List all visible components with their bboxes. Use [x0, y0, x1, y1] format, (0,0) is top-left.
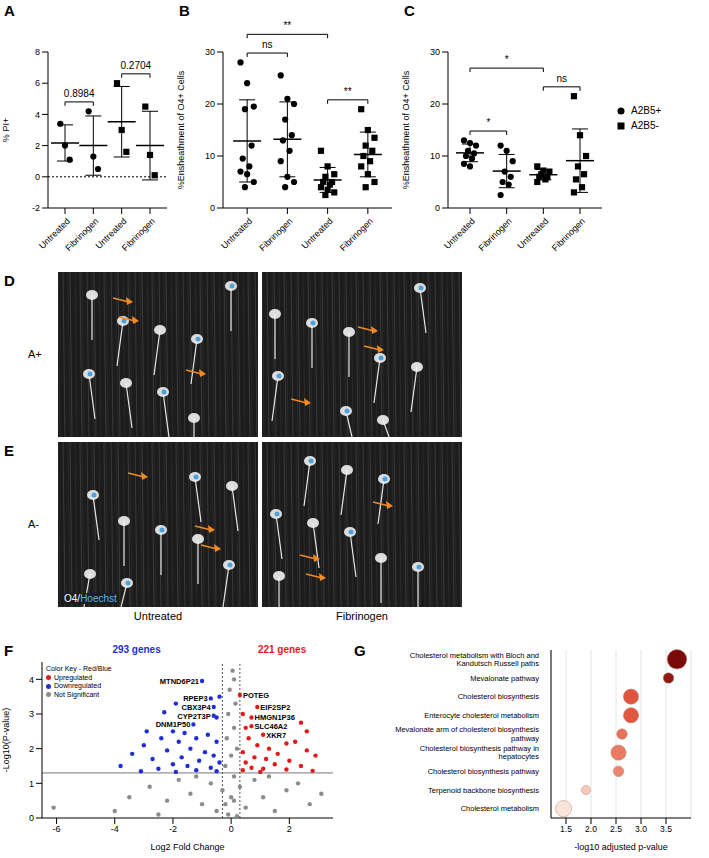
html-text:O4/ Hoechst: O4/ Hoechst	[64, 593, 117, 604]
svg-text:10: 10	[430, 151, 440, 161]
html-text:B: B	[179, 2, 190, 19]
svg-text:Enterocyte cholesterol metabol: Enterocyte cholesterol metabolism	[424, 711, 539, 720]
html-text:Upregulated: Upregulated	[54, 673, 93, 681]
svg-text:Mevalonate arm of cholesterol: Mevalonate arm of cholesterol biosynthes…	[395, 725, 539, 743]
html-text:D: D	[4, 272, 15, 289]
svg-text:DNM1P50: DNM1P50	[156, 720, 191, 729]
svg-text:Cholesterol metabolism with Bl: Cholesterol metabolism with Bloch andKan…	[410, 651, 539, 669]
html-text:Not Significant: Not Significant	[54, 690, 100, 698]
html-text:Color Key - Red/Blue: Color Key - Red/Blue	[46, 665, 112, 672]
html-text:A2B5+: A2B5+	[631, 105, 662, 116]
svg-text:% PI+: % PI+	[1, 118, 11, 142]
svg-text:Cholesterol biosynthesis pathw: Cholesterol biosynthesis pathway inhepat…	[420, 744, 539, 762]
svg-text:%Ensheathment of O4+ Cells: %Ensheathment of O4+ Cells	[401, 70, 411, 189]
svg-text:6: 6	[35, 78, 40, 88]
html-text:A-: A-	[28, 517, 39, 530]
svg-text:Fibrinogen: Fibrinogen	[338, 216, 375, 253]
svg-text:2: 2	[35, 141, 40, 151]
svg-text:XKR7: XKR7	[266, 731, 286, 740]
svg-text:-Log10(P-value): -Log10(P-value)	[1, 708, 11, 773]
svg-text:0: 0	[35, 172, 40, 182]
svg-text:0: 0	[229, 824, 234, 834]
svg-text:30: 30	[430, 47, 440, 57]
svg-text:30: 30	[205, 47, 215, 57]
svg-text:3.5: 3.5	[660, 824, 672, 834]
svg-text:10: 10	[205, 151, 215, 161]
svg-text:ns: ns	[262, 39, 273, 50]
svg-text:-2: -2	[32, 203, 40, 213]
svg-text:Cholesterol biosynthesis pathw: Cholesterol biosynthesis pathway	[428, 767, 540, 776]
svg-text:Log2 Fold Change: Log2 Fold Change	[150, 842, 224, 852]
svg-text:20: 20	[430, 99, 440, 109]
svg-text:1.5: 1.5	[560, 824, 572, 834]
svg-text:%Ensheathment of O4+ Cells: %Ensheathment of O4+ Cells	[176, 70, 186, 189]
svg-text:Untreated: Untreated	[442, 216, 477, 251]
svg-text:Mevalonate pathway: Mevalonate pathway	[470, 674, 539, 683]
svg-text:Cholesterol metabolism: Cholesterol metabolism	[461, 804, 539, 813]
svg-text:0.2704: 0.2704	[121, 60, 152, 71]
html-text:E: E	[4, 442, 14, 459]
html-text:293 genes: 293 genes	[112, 644, 161, 655]
svg-text:0: 0	[210, 203, 215, 213]
svg-text:Fibrinogen: Fibrinogen	[257, 216, 294, 253]
svg-text:-4: -4	[111, 824, 119, 834]
svg-text:SLC46A2: SLC46A2	[255, 722, 288, 731]
svg-text:MTND6P21: MTND6P21	[160, 677, 199, 686]
svg-text:CBX3P4: CBX3P4	[182, 703, 212, 712]
html-text:A+: A+	[28, 347, 42, 360]
html-text:C: C	[404, 2, 415, 19]
svg-text:*: *	[505, 54, 509, 65]
html-text:A: A	[4, 2, 15, 19]
svg-text:0: 0	[435, 203, 440, 213]
svg-text:ns: ns	[556, 73, 567, 84]
svg-text:**: **	[344, 86, 352, 97]
html-text:Downregulated: Downregulated	[54, 682, 102, 689]
svg-text:8: 8	[35, 47, 40, 57]
html-text:A2B5-: A2B5-	[631, 120, 659, 131]
svg-text:Fibrinogen: Fibrinogen	[477, 216, 514, 253]
svg-text:3: 3	[29, 709, 34, 719]
svg-text:Untreated: Untreated	[515, 216, 550, 251]
svg-text:Terpenoid backbone biosynthesi: Terpenoid backbone biosynthesis	[428, 786, 539, 795]
svg-text:0.8984: 0.8984	[64, 88, 95, 99]
html-text:Untreated: Untreated	[133, 610, 183, 622]
svg-text:1: 1	[29, 779, 34, 789]
svg-text:CYP2T3P: CYP2T3P	[177, 712, 210, 721]
svg-text:-6: -6	[53, 824, 61, 834]
svg-text:RPEP3: RPEP3	[183, 694, 208, 703]
svg-text:POTEG: POTEG	[243, 691, 269, 700]
svg-text:20: 20	[205, 99, 215, 109]
svg-text:3.0: 3.0	[635, 824, 647, 834]
svg-text:Untreated: Untreated	[93, 216, 129, 251]
html-text:F: F	[4, 642, 14, 659]
svg-text:Fibrinogen: Fibrinogen	[63, 216, 100, 253]
svg-text:2.0: 2.0	[585, 824, 597, 834]
svg-text:Fibrinogen: Fibrinogen	[120, 216, 157, 253]
svg-text:*: *	[486, 117, 490, 128]
svg-text:4: 4	[29, 675, 34, 685]
html-text:Fibrinogen: Fibrinogen	[336, 610, 388, 622]
svg-text:2.5: 2.5	[610, 824, 622, 834]
html-text:G: G	[354, 642, 366, 659]
svg-text:HMGN1P36: HMGN1P36	[255, 713, 295, 722]
svg-text:4: 4	[35, 110, 40, 120]
svg-text:Untreated: Untreated	[300, 216, 335, 251]
svg-text:2: 2	[29, 744, 34, 754]
svg-text:-2: -2	[169, 824, 177, 834]
svg-text:**: **	[283, 20, 291, 31]
svg-text:Untreated: Untreated	[219, 216, 254, 251]
svg-text:0: 0	[29, 813, 34, 823]
svg-text:EIF2SP2: EIF2SP2	[260, 703, 290, 712]
svg-text:-log10 adjusted p-value: -log10 adjusted p-value	[574, 842, 668, 852]
svg-text:Untreated: Untreated	[37, 216, 73, 251]
svg-text:2: 2	[287, 824, 292, 834]
svg-text:Fibrinogen: Fibrinogen	[550, 216, 587, 253]
html-text:221 genes: 221 genes	[257, 644, 307, 655]
svg-text:Cholesterol biosynthesis: Cholesterol biosynthesis	[458, 692, 540, 701]
